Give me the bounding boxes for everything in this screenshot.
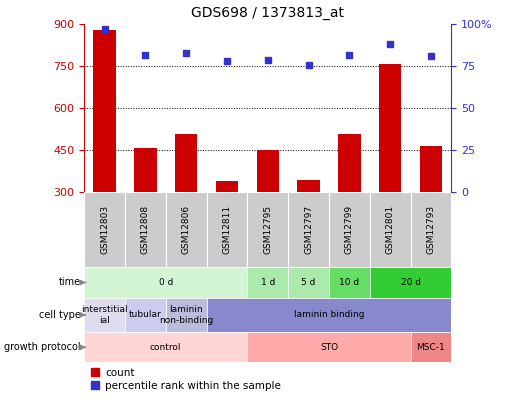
Bar [175, 134, 197, 192]
Text: 0 d: 0 d [158, 278, 173, 287]
Text: laminin binding: laminin binding [293, 310, 363, 320]
Bar [419, 146, 441, 192]
Bar [288, 267, 328, 298]
Bar [93, 30, 116, 192]
Text: MSC-1: MSC-1 [416, 343, 444, 352]
Bar [125, 192, 165, 267]
Text: 5 d: 5 d [301, 278, 315, 287]
Bar [134, 147, 156, 192]
Bar [84, 298, 125, 332]
Bar [328, 192, 369, 267]
Title: GDS698 / 1373813_at: GDS698 / 1373813_at [191, 6, 344, 21]
Text: GSM12806: GSM12806 [181, 205, 190, 254]
Text: interstitial
ial: interstitial ial [81, 305, 128, 324]
Bar [256, 150, 278, 192]
Text: laminin
non-binding: laminin non-binding [159, 305, 213, 324]
Text: 20 d: 20 d [400, 278, 420, 287]
Text: GSM12793: GSM12793 [426, 205, 435, 254]
Text: 10 d: 10 d [338, 278, 359, 287]
Bar [247, 267, 288, 298]
Text: GSM12803: GSM12803 [100, 205, 109, 254]
Bar [288, 192, 328, 267]
Text: growth protocol: growth protocol [4, 342, 80, 352]
Bar [247, 192, 288, 267]
Text: GSM12801: GSM12801 [385, 205, 394, 254]
Bar [369, 192, 410, 267]
Bar [378, 64, 401, 192]
Bar [410, 332, 450, 362]
Bar [297, 180, 319, 192]
Bar [84, 192, 125, 267]
Text: GSM12808: GSM12808 [140, 205, 150, 254]
Bar [165, 192, 206, 267]
Bar [410, 192, 450, 267]
Text: time: time [58, 277, 80, 288]
Bar [337, 134, 360, 192]
Text: tubular: tubular [129, 310, 161, 320]
Text: GSM12797: GSM12797 [303, 205, 313, 254]
Text: control: control [150, 343, 181, 352]
Bar [369, 267, 450, 298]
Legend: count, percentile rank within the sample: count, percentile rank within the sample [89, 368, 280, 391]
Bar [206, 298, 450, 332]
Text: 1 d: 1 d [260, 278, 274, 287]
Bar [84, 332, 247, 362]
Bar [84, 267, 247, 298]
Bar [328, 267, 369, 298]
Text: GSM12799: GSM12799 [344, 205, 353, 254]
Text: cell type: cell type [39, 310, 80, 320]
Text: GSM12795: GSM12795 [263, 205, 272, 254]
Text: GSM12811: GSM12811 [222, 205, 231, 254]
Bar [206, 192, 247, 267]
Bar [165, 298, 206, 332]
Text: STO: STO [319, 343, 337, 352]
Bar [125, 298, 165, 332]
Bar [215, 181, 238, 192]
Bar [247, 332, 410, 362]
